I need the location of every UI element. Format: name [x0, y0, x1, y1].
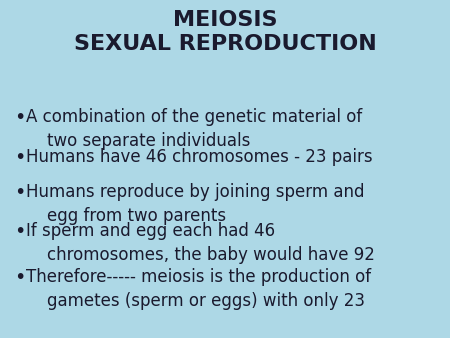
- Text: •: •: [14, 148, 25, 167]
- Text: MEIOSIS
SEXUAL REPRODUCTION: MEIOSIS SEXUAL REPRODUCTION: [74, 10, 376, 54]
- Text: Humans have 46 chromosomes - 23 pairs: Humans have 46 chromosomes - 23 pairs: [26, 148, 373, 166]
- Text: •: •: [14, 268, 25, 287]
- Text: •: •: [14, 108, 25, 127]
- Text: •: •: [14, 183, 25, 202]
- Text: Therefore----- meiosis is the production of
    gametes (sperm or eggs) with onl: Therefore----- meiosis is the production…: [26, 268, 371, 310]
- Text: •: •: [14, 222, 25, 241]
- Text: A combination of the genetic material of
    two separate individuals: A combination of the genetic material of…: [26, 108, 362, 150]
- Text: If sperm and egg each had 46
    chromosomes, the baby would have 92: If sperm and egg each had 46 chromosomes…: [26, 222, 375, 264]
- Text: Humans reproduce by joining sperm and
    egg from two parents: Humans reproduce by joining sperm and eg…: [26, 183, 364, 224]
